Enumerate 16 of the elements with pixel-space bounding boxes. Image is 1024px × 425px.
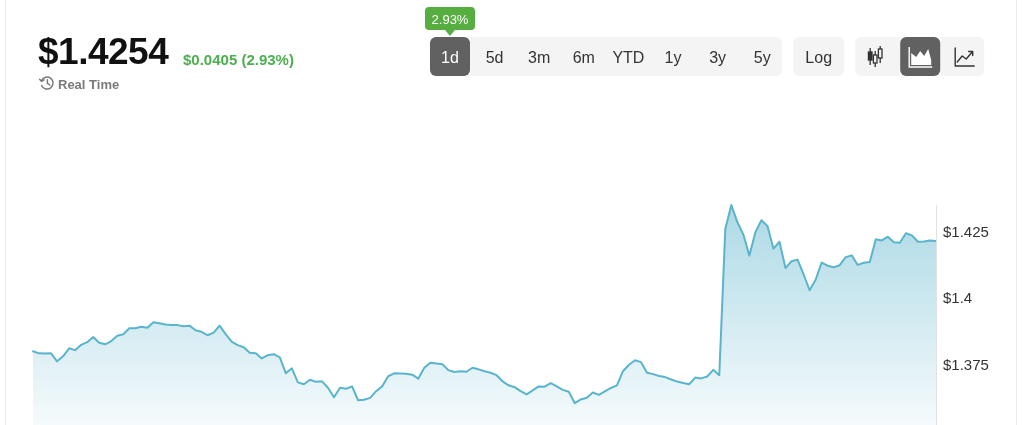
text: 2.93%: [431, 11, 469, 26]
text: Real Time: [58, 77, 120, 92]
text: 3m: [528, 48, 551, 66]
y-tick-label: $1.425: [943, 222, 989, 240]
text: YTD: [612, 48, 645, 66]
y-tick-label: $1.375: [943, 355, 989, 373]
text: 5d: [485, 48, 504, 66]
chart-title: $1.4254: [38, 31, 170, 72]
chart-subtitle: $0.0405 (2.93%): [183, 51, 294, 68]
text: 6m: [572, 48, 595, 66]
text: 1y: [664, 48, 682, 66]
text: 3y: [709, 48, 727, 66]
text: Log: [805, 48, 833, 66]
text: 1d: [441, 48, 459, 66]
y-tick-label: $1.4: [943, 288, 973, 306]
text: 5y: [753, 48, 771, 66]
